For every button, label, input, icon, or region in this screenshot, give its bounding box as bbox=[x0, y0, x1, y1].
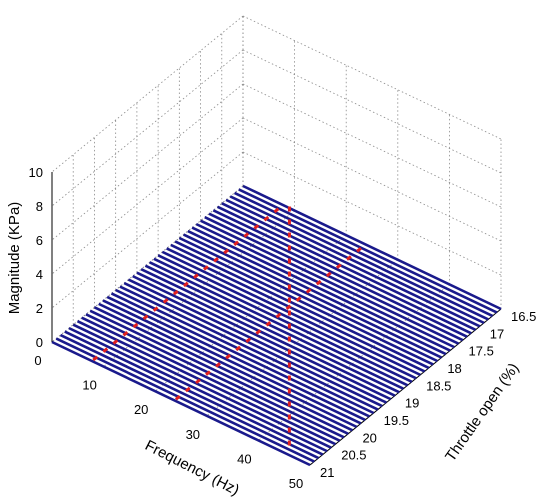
grid-line bbox=[51, 151, 244, 309]
spectrum-trace bbox=[153, 257, 413, 383]
spectrum-trace bbox=[85, 313, 345, 439]
grid-line bbox=[154, 234, 347, 392]
spectrum-trace bbox=[119, 285, 379, 411]
spectrum-trace bbox=[98, 302, 358, 429]
grid-line bbox=[103, 210, 295, 367]
spectrum-trace bbox=[229, 195, 489, 321]
x-tick-label: 10 bbox=[82, 378, 96, 393]
grid-line bbox=[242, 117, 502, 242]
spectrum-trace bbox=[170, 243, 430, 370]
spectrum-traces bbox=[51, 184, 502, 467]
y-tick-label: 19.5 bbox=[384, 413, 409, 428]
spectrum-trace bbox=[115, 288, 375, 415]
spectrum-trace bbox=[81, 316, 341, 442]
y-tick-label: 18.5 bbox=[426, 378, 451, 393]
x-tick-label: 0 bbox=[34, 353, 41, 368]
grid-line bbox=[258, 284, 450, 441]
grid-line bbox=[51, 49, 244, 207]
z-tick-label: 0 bbox=[36, 335, 43, 350]
z-tick-label: 10 bbox=[29, 165, 43, 180]
spectrum-trace bbox=[136, 271, 396, 397]
spectrum-trace bbox=[102, 299, 362, 425]
spectrum-trace bbox=[157, 254, 417, 380]
y-tick-label: 21 bbox=[320, 465, 334, 480]
spectrum-trace bbox=[51, 340, 311, 467]
spectrum-trace bbox=[106, 295, 366, 422]
tick-labels: 0 2 4 6 8 10 0 10 20 30 40 50 16.5 17 17.5 18 18.5 19 19.5… bbox=[29, 165, 537, 491]
grid-line bbox=[51, 83, 244, 241]
spectrum-trace bbox=[221, 202, 481, 328]
spectrum-trace bbox=[183, 233, 443, 359]
z-axis-label: Magnitude (KPa) bbox=[6, 202, 23, 315]
z-tick-label: 4 bbox=[36, 267, 43, 282]
spectrum-trace bbox=[161, 250, 421, 377]
spectrum-trace bbox=[59, 333, 320, 460]
z-tick-label: 6 bbox=[36, 233, 43, 248]
x-tick-label: 50 bbox=[289, 476, 303, 491]
spectrum-trace bbox=[174, 240, 434, 366]
spectrum-trace bbox=[127, 278, 387, 404]
spectrum-trace bbox=[123, 281, 383, 408]
spectrum-trace bbox=[212, 209, 472, 335]
grid-line bbox=[242, 83, 502, 208]
grid-line bbox=[51, 15, 244, 173]
spectrum-trace bbox=[93, 306, 354, 432]
y-tick-label: 16.5 bbox=[511, 309, 536, 324]
spectrum-trace bbox=[166, 247, 426, 373]
spectrum-trace bbox=[199, 219, 460, 345]
spectrum-trace bbox=[178, 236, 438, 363]
spectrum-trace bbox=[225, 198, 485, 325]
grid-line bbox=[242, 15, 502, 140]
peak-tracks bbox=[92, 202, 368, 454]
y-tick-label: 17.5 bbox=[469, 344, 494, 359]
y-tick-label: 20 bbox=[362, 430, 376, 445]
spectrum-trace bbox=[76, 320, 337, 446]
spectrum-trace bbox=[191, 226, 451, 352]
spectrum-trace bbox=[110, 292, 370, 418]
spectrum-trace bbox=[208, 212, 468, 338]
spectrum-trace bbox=[89, 309, 349, 435]
grid-line bbox=[206, 259, 399, 417]
spectrum-trace bbox=[68, 326, 328, 453]
x-tick-label: 30 bbox=[186, 427, 200, 442]
z-tick-label: 8 bbox=[36, 199, 43, 214]
peak-track bbox=[174, 242, 368, 401]
y-tick-label: 17 bbox=[490, 326, 504, 341]
spectrum-trace bbox=[140, 268, 400, 394]
spectrum-trace bbox=[216, 205, 477, 331]
spectrum-trace bbox=[233, 191, 494, 318]
spectrum-trace bbox=[242, 184, 502, 311]
grid-line bbox=[242, 151, 502, 276]
spectrum-trace bbox=[195, 222, 455, 349]
grid-line bbox=[51, 185, 244, 343]
y-axis-line bbox=[309, 308, 502, 466]
spectrum-trace bbox=[238, 188, 498, 314]
spectrum-trace bbox=[144, 264, 404, 390]
spectrum-trace bbox=[64, 330, 324, 456]
spectrum-trace bbox=[55, 337, 315, 463]
y-tick-label: 19 bbox=[405, 396, 419, 411]
z-tick-label: 2 bbox=[36, 301, 43, 316]
x-tick-label: 20 bbox=[134, 402, 148, 417]
grid-line bbox=[51, 117, 244, 275]
spectrum-trace bbox=[132, 274, 392, 401]
spectrum-trace bbox=[187, 229, 447, 356]
spectrum-trace bbox=[204, 216, 464, 342]
grid-line bbox=[242, 49, 502, 174]
y-tick-label: 18 bbox=[447, 361, 461, 376]
y-tick-label: 20.5 bbox=[341, 448, 366, 463]
x-axis-label: Frequency (Hz) bbox=[142, 437, 242, 499]
peak-track bbox=[92, 202, 286, 362]
spectrum-trace bbox=[72, 323, 332, 449]
x-tick-label: 40 bbox=[237, 451, 251, 466]
spectrum-trace bbox=[149, 261, 409, 387]
